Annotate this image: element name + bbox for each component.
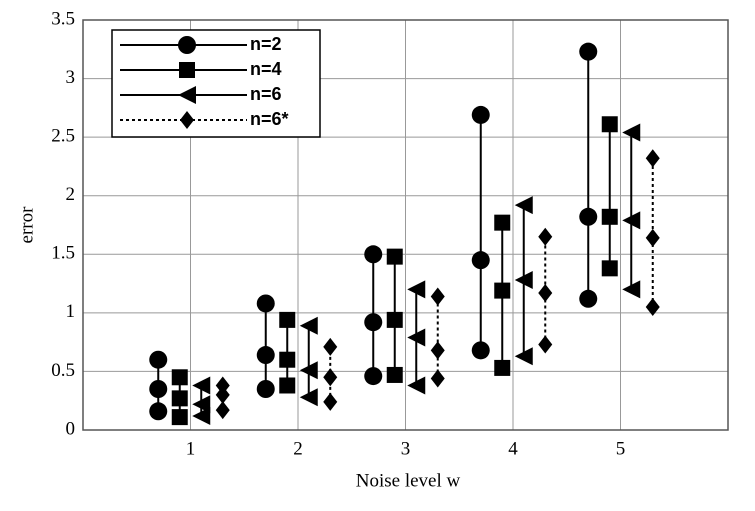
marker (215, 376, 230, 395)
marker (494, 214, 511, 231)
y-tick-label: 0 (66, 418, 76, 439)
marker (279, 377, 296, 394)
marker (364, 367, 383, 386)
marker (279, 311, 296, 328)
marker (323, 368, 338, 387)
x-tick-label: 3 (401, 438, 411, 459)
marker (430, 287, 445, 306)
marker (215, 385, 230, 404)
marker (514, 196, 533, 215)
marker (256, 346, 275, 365)
marker (579, 42, 598, 61)
x-tick-label: 2 (293, 438, 303, 459)
marker (430, 369, 445, 388)
marker (622, 211, 641, 230)
marker (514, 347, 533, 366)
y-tick-label: 2 (66, 184, 76, 205)
marker (538, 335, 553, 354)
marker (471, 105, 490, 124)
y-tick-label: 1 (66, 301, 76, 322)
marker (622, 123, 641, 142)
marker (149, 350, 168, 369)
marker (386, 311, 403, 328)
legend-marker (179, 62, 195, 78)
marker (471, 251, 490, 270)
marker (430, 341, 445, 360)
marker (645, 298, 660, 316)
marker (579, 289, 598, 308)
marker (171, 369, 188, 386)
marker (215, 401, 230, 420)
plot-frame (82, 19, 729, 431)
marker (579, 207, 598, 226)
legend-marker (178, 86, 196, 104)
marker (171, 409, 188, 426)
marker (407, 328, 426, 347)
marker (192, 406, 211, 425)
marker (622, 280, 641, 299)
legend-marker (178, 36, 196, 54)
marker (192, 376, 211, 395)
marker (299, 388, 318, 407)
marker (171, 390, 188, 407)
y-tick-label: 3 (66, 67, 76, 88)
x-tick-label: 1 (186, 438, 196, 459)
marker (149, 402, 168, 421)
marker (645, 149, 660, 168)
marker (323, 392, 338, 411)
marker (514, 271, 533, 290)
legend-label: n=2 (250, 34, 282, 54)
y-tick-label: 3.5 (51, 8, 75, 29)
marker (471, 341, 490, 360)
y-tick-label: 2.5 (51, 126, 75, 147)
marker (407, 280, 426, 299)
marker (323, 337, 338, 356)
x-axis-label: Noise level w (356, 470, 461, 491)
marker (386, 248, 403, 265)
marker (407, 376, 426, 395)
marker (386, 366, 403, 383)
marker (494, 359, 511, 376)
marker (601, 116, 618, 133)
marker (256, 294, 275, 313)
marker (149, 380, 168, 398)
y-tick-label: 0.5 (51, 360, 75, 381)
legend-label: n=4 (250, 59, 282, 79)
marker (279, 351, 296, 368)
marker (601, 260, 618, 277)
marker (364, 245, 383, 264)
legend-marker (180, 111, 194, 129)
marker (299, 361, 318, 380)
marker (364, 313, 383, 332)
marker (538, 283, 553, 302)
legend-label: n=6* (250, 109, 289, 129)
marker (192, 395, 211, 414)
marker (256, 380, 275, 398)
marker (494, 282, 511, 299)
x-tick-label: 5 (616, 438, 626, 459)
y-axis-label: error (16, 206, 37, 244)
marker (601, 208, 618, 225)
marker (299, 316, 318, 335)
legend-label: n=6 (250, 84, 282, 104)
marker (645, 228, 660, 247)
marker (538, 227, 553, 246)
x-tick-label: 4 (508, 438, 518, 459)
y-tick-label: 1.5 (51, 243, 75, 264)
